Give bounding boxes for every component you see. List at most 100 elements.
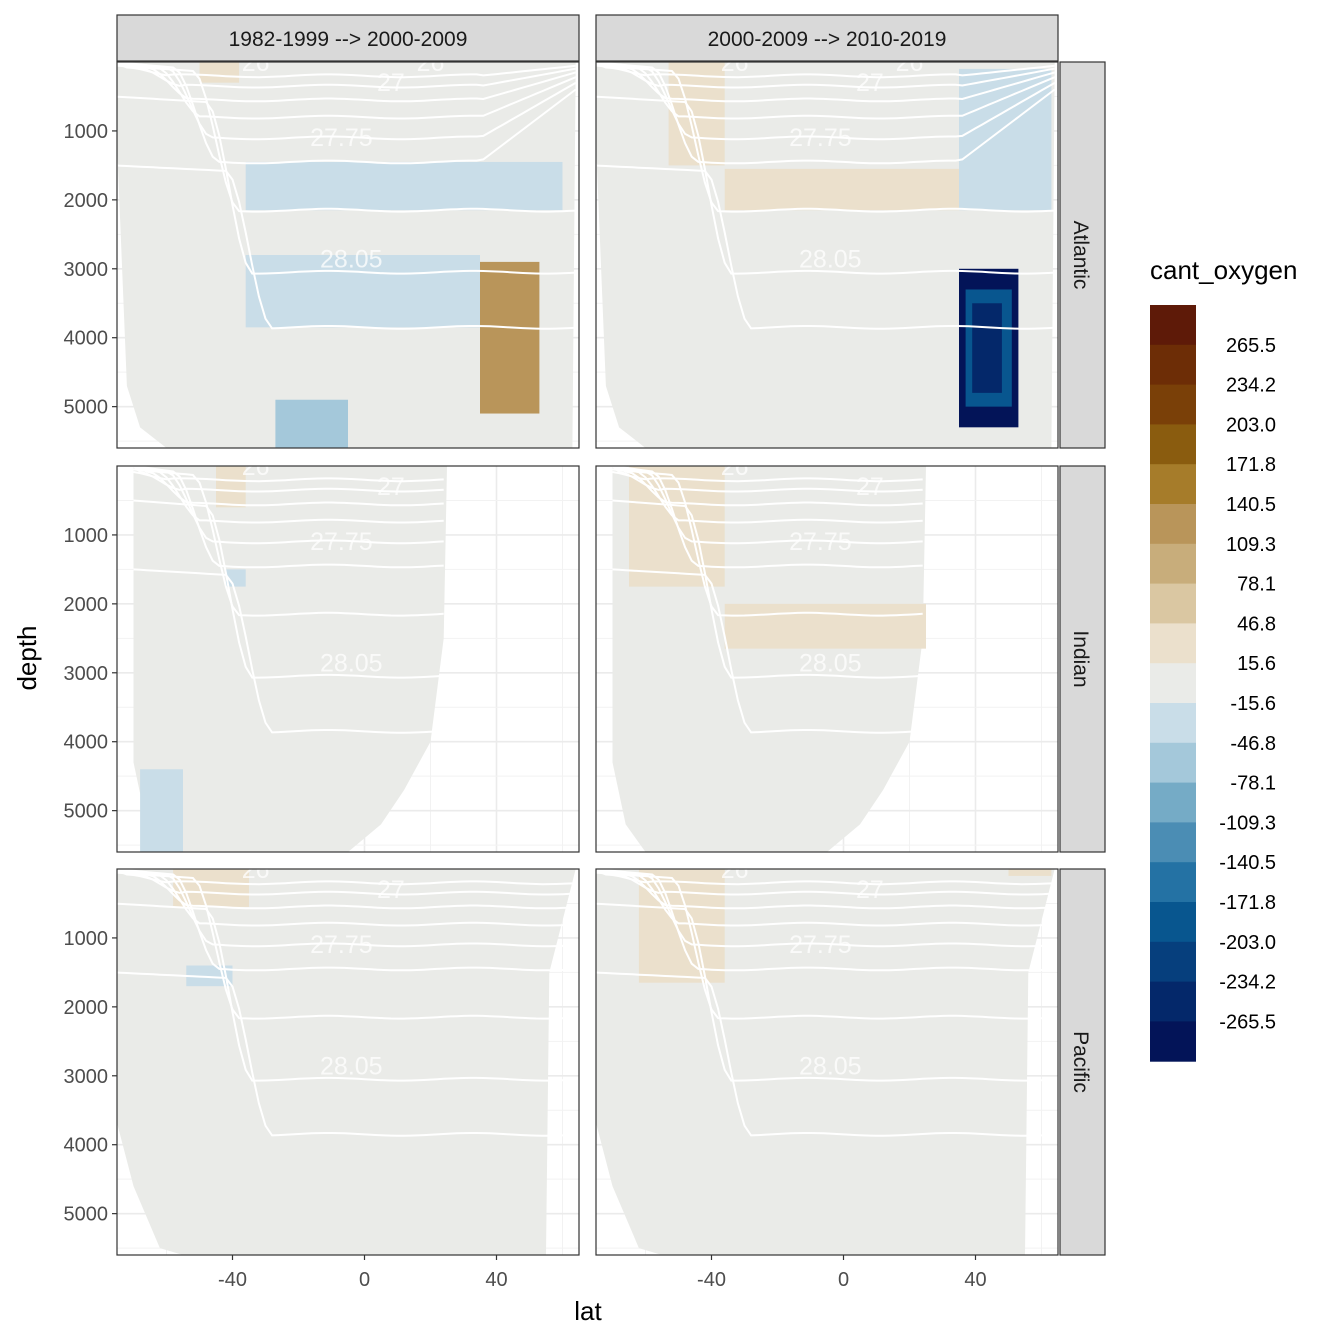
anomaly-positive <box>216 466 246 508</box>
isopycnal-contour <box>596 62 1055 89</box>
y-tick-label: 2000 <box>64 594 109 616</box>
legend-key <box>1150 663 1196 704</box>
facet-strip-row-indian: Indian <box>1059 465 1106 853</box>
anomaly-positive <box>480 261 540 414</box>
contour-label: 26 <box>242 453 270 481</box>
y-tick-label: 5000 <box>64 397 109 419</box>
y-tick-label: 5000 <box>64 801 109 823</box>
isopycnal-contour <box>596 971 1055 1137</box>
contour-label: 26 <box>721 856 749 884</box>
legend-key <box>1150 424 1196 465</box>
contour-label: 26 <box>721 453 749 481</box>
legend-key <box>1150 981 1196 1022</box>
anomaly-positive <box>199 62 240 83</box>
isopycnal-contour <box>133 466 444 507</box>
legend-label: 140.5 <box>1226 494 1276 516</box>
x-axis-title: lat <box>574 1296 602 1326</box>
isopycnal-contour <box>133 568 444 734</box>
legend-key <box>1150 384 1196 425</box>
isopycnal-contour <box>117 902 576 1082</box>
contour-label: 28.05 <box>799 245 862 273</box>
isopycnal-contour <box>133 468 444 617</box>
contour-label: 27 <box>856 876 884 904</box>
isopycnal-contour <box>117 869 576 927</box>
contour-label: 26 <box>242 856 270 884</box>
anomaly-positive <box>724 603 926 649</box>
isopycnal-contour <box>596 869 1055 948</box>
facet-row-label: Pacific <box>1069 1031 1092 1093</box>
legend-label: -15.6 <box>1230 693 1276 715</box>
legend-label: 109.3 <box>1226 534 1276 556</box>
facet-row-label: Indian <box>1069 630 1092 687</box>
y-axis-title: depth <box>12 625 42 690</box>
legend-key <box>1150 902 1196 943</box>
isopycnal-contour <box>117 869 576 972</box>
legend-label: -140.5 <box>1219 852 1276 874</box>
facet-strip-column-2: 2000-2009 --> 2010-2019 <box>595 14 1059 62</box>
isopycnal-contour <box>612 466 923 569</box>
panel-border <box>595 61 1059 449</box>
contour-label: 27.75 <box>310 528 373 556</box>
isopycnal-contour <box>596 869 1055 886</box>
legend-label: -171.8 <box>1219 892 1276 914</box>
y-tick-label: 3000 <box>64 663 109 685</box>
legend-key <box>1150 344 1196 386</box>
panel-border <box>595 868 1059 1256</box>
isopycnal-contour <box>596 871 1055 1020</box>
anomaly-negative <box>275 399 348 448</box>
contour-label: 26 <box>417 49 445 77</box>
isopycnal-contour <box>596 902 1055 1082</box>
isopycnal-contour <box>596 64 1055 213</box>
x-tick-label: 0 <box>838 1269 849 1291</box>
contour-label: 28.05 <box>799 1052 862 1080</box>
isopycnal-contour <box>596 62 1055 79</box>
y-tick-label: 1000 <box>64 121 109 143</box>
legend-key <box>1150 543 1196 585</box>
legend-title: cant_oxygen <box>1150 255 1297 285</box>
legend-label: 171.8 <box>1226 454 1276 476</box>
isopycnal-contour <box>612 466 923 507</box>
contour-label: 26 <box>721 49 749 77</box>
contour-label: 26 <box>896 49 924 77</box>
x-tick-label: -40 <box>218 1269 247 1291</box>
contour-label: 28.05 <box>320 649 383 677</box>
anomaly-positive <box>1008 869 1052 876</box>
isopycnal-contour <box>596 62 1056 165</box>
isopycnal-contour <box>596 869 1055 927</box>
anomaly-positive <box>724 168 959 211</box>
facet-column-label: 1982-1999 --> 2000-2009 <box>229 28 468 51</box>
legend-key <box>1150 862 1196 903</box>
legend-key <box>1150 583 1196 624</box>
legend-key <box>1150 1021 1196 1062</box>
facet-column-label: 2000-2009 --> 2010-2019 <box>708 28 947 51</box>
isopycnal-contour <box>596 62 1056 120</box>
contour-label: 27 <box>377 473 405 501</box>
anomaly-negative <box>245 255 480 328</box>
facet-row-label: Atlantic <box>1069 221 1092 290</box>
isopycnal-contour <box>117 971 576 1137</box>
facet-strip-column-1: 1982-1999 --> 2000-2009 <box>116 14 580 62</box>
anomaly-positive <box>638 869 725 983</box>
y-tick-label: 5000 <box>64 1204 109 1226</box>
y-tick-label: 4000 <box>64 1135 109 1157</box>
legend-color-bar <box>1150 305 1196 1062</box>
isopycnal-contour <box>612 568 923 734</box>
y-tick-label: 3000 <box>64 259 109 281</box>
isopycnal-contour <box>117 869 576 896</box>
isopycnal-contour <box>117 62 577 120</box>
x-tick-label: 0 <box>359 1269 370 1291</box>
contour-label: 28.05 <box>320 245 383 273</box>
y-tick-label: 2000 <box>64 997 109 1019</box>
legend-key <box>1150 464 1196 505</box>
isopycnal-contour <box>117 95 576 275</box>
legend-label: -109.3 <box>1219 812 1276 834</box>
isopycnal-contour <box>612 468 923 617</box>
legend-label: 15.6 <box>1237 653 1276 675</box>
